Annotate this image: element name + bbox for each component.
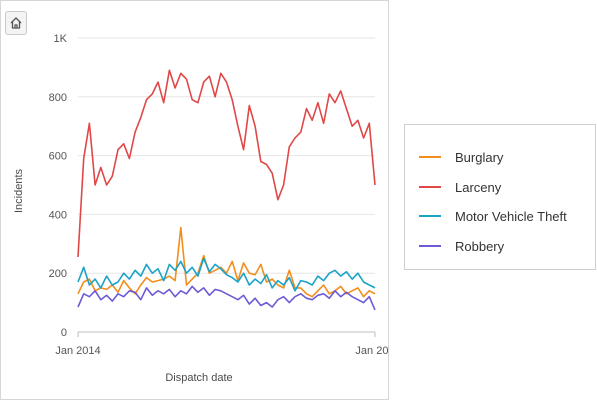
series-line-burglary[interactable] [77,226,376,298]
y-tick-label: 600 [49,151,67,163]
legend-swatch-larceny [419,186,441,188]
x-tick-label: Jan 201 [355,345,388,357]
legend-label-motor-vehicle-theft: Motor Vehicle Theft [455,208,567,224]
y-tick-label: 0 [61,327,67,339]
legend-item-robbery[interactable]: Robbery [419,236,504,256]
y-tick-labels: 0 200 400 600 800 1K [49,33,68,339]
home-button[interactable] [5,11,27,35]
y-tick-label: 800 [49,92,67,104]
legend-item-burglary[interactable]: Burglary [419,147,503,167]
grid [78,37,375,333]
y-tick-label: 200 [49,268,67,280]
line-chart: 0 200 400 600 800 1K Jan 2014 Jan 201 Incident… [13,33,388,384]
legend-swatch-robbery [419,245,441,247]
legend-item-motor-vehicle-theft[interactable]: Motor Vehicle Theft [419,206,567,226]
series-line-larceny[interactable] [77,69,376,258]
series-line-robbery[interactable] [77,285,376,311]
x-tick-labels: Jan 2014 Jan 201 [55,332,388,357]
legend: Burglary Larceny Motor Vehicle Theft Rob… [404,124,596,270]
legend-item-larceny[interactable]: Larceny [419,177,501,197]
legend-label-larceny: Larceny [455,179,502,195]
x-tick-label: Jan 2014 [55,345,100,357]
y-tick-label: 1K [54,33,68,45]
series-line-motor-vehicle-theft[interactable] [77,257,376,292]
chart-card: 0 200 400 600 800 1K Jan 2014 Jan 201 Incident… [0,0,389,400]
x-axis-label: Dispatch date [165,372,232,384]
home-icon [10,17,22,29]
legend-swatch-motor-vehicle-theft [419,215,441,217]
legend-label-burglary: Burglary [455,149,504,165]
y-tick-label: 400 [49,209,67,221]
legend-label-robbery: Robbery [455,238,505,254]
series-lines [77,69,376,311]
legend-swatch-burglary [419,156,441,158]
y-axis-label: Incidents [13,168,25,213]
